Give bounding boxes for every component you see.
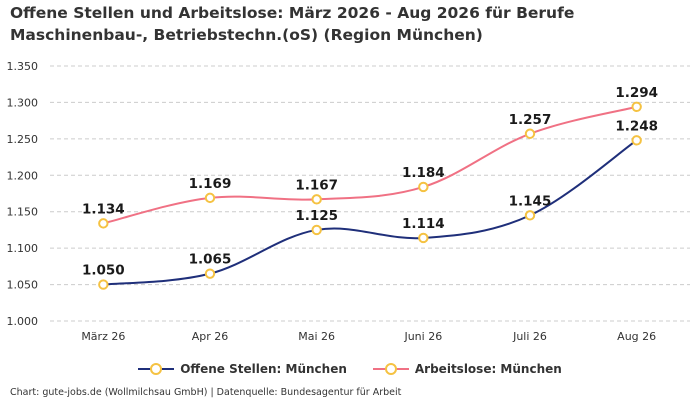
data-label-offene-stellen: 1.125	[295, 208, 338, 224]
grid-lines	[50, 65, 690, 322]
data-label-offene-stellen: 1.114	[402, 216, 445, 232]
y-axis-ticks: 1.000 1.050 1.100 1.150 1.200 1.250 1.300 1.350	[7, 60, 39, 328]
x-tick-label: Aug 26	[617, 330, 656, 343]
legend-item-arbeitslose[interactable]: Arbeitslose: München	[372, 362, 562, 376]
legend: Offene Stellen: München Arbeitslose: Mün…	[0, 362, 700, 376]
x-axis-ticks: März 26 Apr 26 Mai 26 Juni 26 Juli 26 Aug 26	[81, 330, 656, 343]
data-point-offene-stellen	[524, 210, 536, 221]
data-point-arbeitslose	[631, 101, 642, 113]
source-note: Chart: gute-jobs.de (Wollmilchsau GmbH) …	[10, 387, 402, 398]
data-label-arbeitslose: 1.257	[509, 112, 552, 128]
data-point-offene-stellen	[631, 135, 642, 146]
y-tick-label: 1.250	[7, 133, 39, 146]
data-point-offene-stellen	[204, 268, 216, 279]
x-tick-label: März 26	[81, 330, 125, 343]
data-label-arbeitslose: 1.184	[402, 165, 445, 181]
data-labels: 1.050 1.065 1.125 1.114 1.145 1.248 1.134 1.169…	[82, 85, 658, 279]
data-label-offene-stellen: 1.065	[189, 252, 232, 268]
y-tick-label: 1.200	[7, 169, 39, 182]
legend-label-offene-stellen: Offene Stellen: München	[180, 362, 347, 376]
data-point-arbeitslose	[311, 194, 322, 205]
data-label-arbeitslose: 1.134	[82, 201, 125, 217]
data-point-arbeitslose	[418, 181, 429, 193]
data-label-arbeitslose: 1.169	[189, 176, 232, 192]
legend-symbol-arbeitslose	[372, 362, 409, 376]
x-tick-label: Juli 26	[512, 330, 547, 343]
data-point-arbeitslose	[204, 192, 216, 204]
y-tick-label: 1.150	[7, 206, 39, 219]
y-tick-label: 1.000	[7, 315, 39, 328]
legend-item-offene-stellen[interactable]: Offene Stellen: München	[138, 362, 347, 376]
series-line-arbeitslose	[103, 105, 637, 225]
data-point-offene-stellen	[98, 279, 109, 290]
data-point-offene-stellen	[311, 224, 322, 236]
data-label-offene-stellen: 1.050	[82, 263, 125, 279]
data-point-arbeitslose	[98, 218, 109, 229]
x-tick-label: Apr 26	[192, 330, 229, 343]
chart-title: Offene Stellen und Arbeitslose: März 202…	[10, 4, 575, 44]
y-tick-label: 1.050	[7, 279, 39, 292]
data-label-offene-stellen: 1.248	[615, 118, 658, 134]
legend-symbol-offene-stellen	[138, 362, 175, 376]
data-label-offene-stellen: 1.145	[509, 193, 552, 209]
data-label-arbeitslose: 1.167	[295, 177, 338, 193]
series-lines	[103, 105, 638, 286]
series-markers	[98, 101, 642, 290]
y-tick-label: 1.300	[7, 96, 39, 109]
series-line-offene-stellen	[103, 139, 638, 286]
x-tick-label: Mai 26	[298, 330, 335, 343]
data-point-offene-stellen	[418, 232, 429, 244]
data-point-arbeitslose	[524, 128, 536, 139]
line-chart: 1.000 1.050 1.100 1.150 1.200 1.250 1.300 1.350…	[7, 60, 690, 343]
data-label-arbeitslose: 1.294	[615, 85, 658, 101]
y-tick-label: 1.350	[7, 60, 39, 73]
x-tick-label: Juni 26	[403, 330, 442, 343]
y-tick-label: 1.100	[7, 242, 39, 255]
legend-label-arbeitslose: Arbeitslose: München	[414, 362, 562, 376]
